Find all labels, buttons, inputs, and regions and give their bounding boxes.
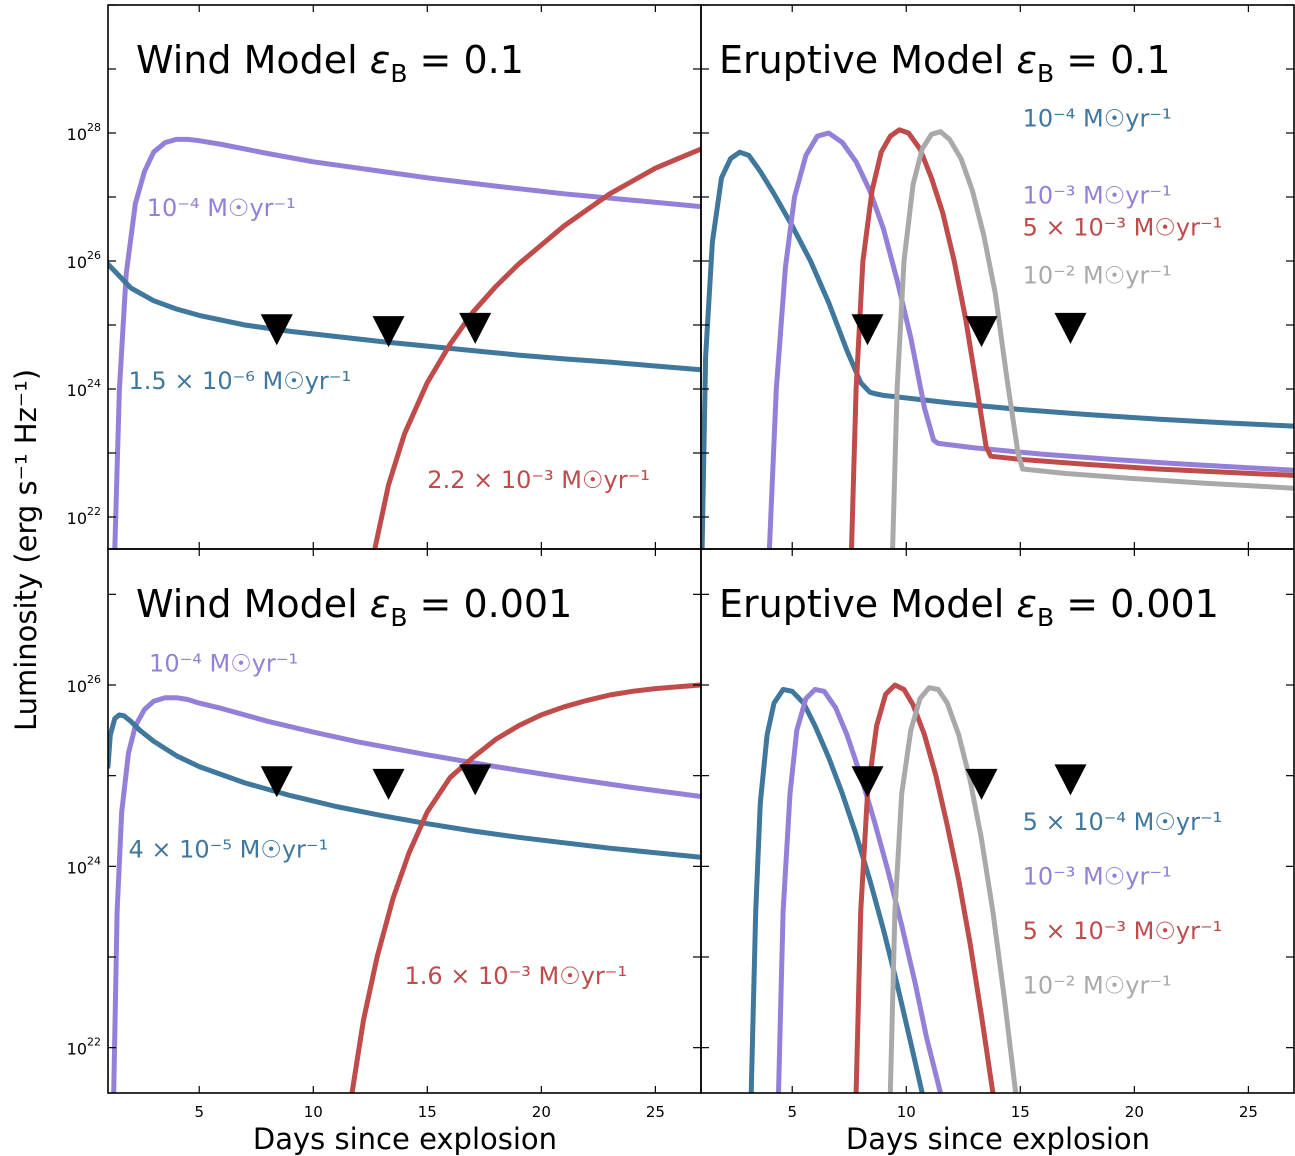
series-label: 1.5 × 10⁻⁶ M☉yr⁻¹ xyxy=(129,367,352,395)
series-label: 1.6 × 10⁻³ M☉yr⁻¹ xyxy=(405,962,628,990)
panel-2: Eruptive Model εB = 0.1 10⁻⁴ M☉yr⁻¹ 10⁻³ M… xyxy=(700,4,1295,550)
series-label: 10⁻² M☉yr⁻¹ xyxy=(1023,971,1172,999)
upper-limit-marker xyxy=(851,766,884,798)
panel-3: 5 10 15 20 25 1022 1024 1026 Wind Model εB = 0.0… xyxy=(67,548,702,1121)
upper-limit-marker xyxy=(372,768,405,800)
series-line-1 xyxy=(748,687,925,1093)
upper-limit-marker xyxy=(965,768,998,800)
y-tick-label: 1022 xyxy=(67,1036,101,1059)
upper-limit-marker xyxy=(260,766,293,798)
series-label: 10⁻² M☉yr⁻¹ xyxy=(1023,261,1172,289)
series-label: 10⁻³ M☉yr⁻¹ xyxy=(1023,862,1172,890)
y-tick-label: 1026 xyxy=(67,673,101,696)
y-tick-label: 1024 xyxy=(67,854,101,877)
series-line-2 xyxy=(108,261,701,373)
y-axis-label: Luminosity (erg s⁻¹ Hz⁻¹) xyxy=(9,369,43,731)
series-line-4 xyxy=(890,129,1294,549)
series-line-1 xyxy=(112,136,701,549)
x-tick-label: 25 xyxy=(1239,1103,1258,1121)
y-tick-label: 1024 xyxy=(67,377,101,400)
series-label: 10⁻⁴ M☉yr⁻¹ xyxy=(147,194,296,222)
series-line-4 xyxy=(887,685,1019,1093)
x-tick-label: 10 xyxy=(304,1103,323,1121)
upper-limit-marker xyxy=(459,764,492,796)
series-group xyxy=(701,127,1294,549)
x-tick-label: 10 xyxy=(897,1103,916,1121)
y-tick-label: 1026 xyxy=(67,249,101,272)
series-line-2 xyxy=(108,712,701,860)
panel-title: Wind Model εB = 0.1 xyxy=(136,38,524,88)
x-tick-label: 25 xyxy=(646,1103,665,1121)
series-label: 10⁻³ M☉yr⁻¹ xyxy=(1023,181,1172,209)
axes-frame xyxy=(700,548,1295,1094)
upper-limit-marker xyxy=(260,314,293,346)
x-tick-label: 5 xyxy=(787,1103,797,1121)
series-label: 5 × 10⁻³ M☉yr⁻¹ xyxy=(1023,917,1223,945)
upper-limit-marker xyxy=(965,316,998,348)
upper-limit-marker xyxy=(372,316,405,348)
panel-title: Wind Model εB = 0.001 xyxy=(136,582,572,632)
series-line-3 xyxy=(372,146,701,549)
x-axis-label-right: Days since explosion xyxy=(846,1122,1150,1156)
series-group xyxy=(108,136,701,549)
series-label: 10⁻⁴ M☉yr⁻¹ xyxy=(1023,105,1172,133)
series-line-2 xyxy=(776,687,943,1093)
x-tick-label: 15 xyxy=(1011,1103,1030,1121)
panel-title: Eruptive Model εB = 0.001 xyxy=(719,582,1219,632)
series-label: 2.2 × 10⁻³ M☉yr⁻¹ xyxy=(427,466,650,494)
series-line-3 xyxy=(849,127,1294,549)
series-line-2 xyxy=(766,130,1294,549)
panel-4: 5 10 15 20 25 Eruptive Model εB = 0.001 5 × 10… xyxy=(700,548,1295,1121)
upper-limit-marker xyxy=(1054,764,1087,796)
upper-limit-marker xyxy=(1054,312,1087,344)
series-label: 10⁻⁴ M☉yr⁻¹ xyxy=(149,649,298,677)
x-tick-label: 20 xyxy=(1125,1103,1144,1121)
series-label: 5 × 10⁻⁴ M☉yr⁻¹ xyxy=(1023,808,1223,836)
x-tick-label: 5 xyxy=(194,1103,204,1121)
x-tick-label: 15 xyxy=(418,1103,437,1121)
upper-limit-marker xyxy=(459,312,492,344)
panel-title: Eruptive Model εB = 0.1 xyxy=(719,38,1171,88)
series-line-1 xyxy=(701,149,1294,549)
panels-group: 1022 1024 1026 1028 Wind Model εB = 0.1 10⁻⁴ … xyxy=(67,4,1295,1121)
x-tick-label: 20 xyxy=(532,1103,551,1121)
series-label: 4 × 10⁻⁵ M☉yr⁻¹ xyxy=(129,835,329,863)
upper-limit-marker xyxy=(851,314,884,346)
y-tick-label: 1028 xyxy=(67,121,101,144)
series-line-3 xyxy=(349,682,701,1093)
x-axis-label-left: Days since explosion xyxy=(253,1122,557,1156)
series-label: 5 × 10⁻³ M☉yr⁻¹ xyxy=(1023,213,1223,241)
y-tick-label: 1022 xyxy=(67,505,101,528)
